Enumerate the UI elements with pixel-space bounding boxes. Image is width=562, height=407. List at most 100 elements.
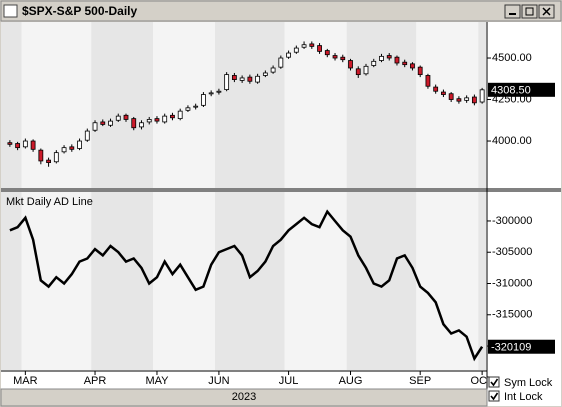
candle-body: [162, 115, 168, 123]
candle-body: [231, 75, 237, 81]
window-buttons[interactable]: [504, 4, 555, 19]
candle-body: [317, 45, 322, 52]
month-band: [21, 192, 92, 370]
candle-body: [139, 122, 144, 128]
checkbox-label: Sym Lock: [504, 377, 553, 389]
candle-body: [425, 75, 431, 87]
month-band: [215, 192, 285, 370]
candle-body: [193, 105, 199, 108]
candle-body: [255, 75, 261, 83]
candle-body: [386, 55, 392, 59]
candle-body: [69, 146, 75, 150]
candle-body: [154, 118, 160, 122]
month-band: [215, 22, 285, 188]
candle-body: [448, 93, 454, 100]
checkmark: [490, 378, 499, 387]
y-tick-label: -310000: [492, 277, 532, 289]
month-band: [478, 22, 486, 188]
last-value-box: [488, 82, 555, 97]
candle-body: [309, 43, 315, 47]
checkbox[interactable]: [488, 376, 500, 388]
month-band: [91, 192, 154, 370]
checkbox-label: Int Lock: [504, 391, 543, 403]
year-label: 2023: [232, 391, 256, 403]
candle-body: [262, 72, 268, 76]
candle-body: [123, 114, 129, 120]
candle-body: [293, 47, 299, 53]
y-tick-label: 4500.00: [492, 52, 532, 64]
month-band: [91, 22, 154, 188]
candle-body: [410, 63, 415, 69]
candle-body: [464, 97, 470, 101]
window-title: $SPX-S&P 500-Daily: [22, 4, 137, 18]
y-tick-label: -300000: [492, 215, 532, 227]
month-band: [346, 22, 417, 188]
candle-body: [108, 120, 113, 126]
candle-body: [270, 67, 276, 73]
candle-body: [433, 86, 439, 92]
candle-body: [77, 140, 82, 149]
candle-body: [371, 60, 377, 66]
candle-body: [46, 159, 51, 164]
candle-body: [394, 56, 400, 64]
candle-body: [348, 60, 353, 69]
y-tick-label: 4000.00: [492, 135, 532, 147]
candle-body: [216, 90, 222, 93]
candle-body: [379, 55, 384, 61]
maximize-icon: [525, 7, 534, 16]
candle-body: [286, 52, 291, 58]
candle-body: [7, 142, 13, 145]
candle-body: [278, 57, 284, 68]
window-icon: [3, 4, 18, 18]
candle-body: [239, 77, 245, 81]
candle-body: [201, 94, 206, 106]
y-tick-label: -305000: [492, 246, 532, 258]
candle-body: [402, 61, 408, 66]
y-tick-label: -315000: [492, 309, 532, 321]
x-tick-label: MAR: [13, 375, 38, 387]
candle-body: [170, 114, 175, 119]
candle-body: [84, 130, 90, 141]
candle-body: [53, 152, 59, 163]
candle-body: [417, 66, 423, 76]
candle-body: [247, 76, 253, 82]
panel-title: Mkt Daily AD Line: [6, 196, 93, 208]
x-tick-label: JUL: [279, 375, 299, 387]
minimize-button[interactable]: [504, 4, 521, 19]
candle-body: [115, 115, 121, 121]
month-band: [284, 192, 347, 370]
last-value-label: -320109: [491, 342, 531, 354]
month-band: [478, 192, 486, 370]
checkbox[interactable]: [488, 390, 500, 402]
candle-body: [224, 74, 230, 90]
candle-body: [30, 140, 36, 150]
maximize-button[interactable]: [521, 4, 538, 19]
candle-body: [61, 147, 67, 153]
month-band: [284, 22, 347, 188]
close-icon: [542, 7, 551, 16]
candle-body: [355, 68, 361, 76]
last-value-label: 4308.50: [491, 85, 531, 97]
candle-body: [332, 55, 338, 59]
x-tick-label: JUN: [208, 375, 229, 387]
candle-body: [340, 56, 346, 61]
x-tick-label: SEP: [409, 375, 431, 387]
ad-line: [9, 209, 484, 362]
candle-body: [324, 50, 330, 56]
candle-body: [208, 92, 214, 95]
candle-body: [363, 65, 369, 75]
month-band: [1, 192, 22, 370]
x-tick-label: APR: [84, 375, 107, 387]
last-value-box: [488, 339, 555, 354]
candle-body: [177, 110, 183, 120]
x-tick-label: MAY: [145, 375, 169, 387]
month-band: [416, 22, 479, 188]
candle-body: [456, 98, 462, 102]
month-band: [1, 22, 22, 188]
candle-body: [100, 121, 106, 125]
candle-body: [38, 149, 44, 162]
candle-body: [441, 91, 446, 95]
checkmark: [490, 392, 499, 401]
candle-body: [15, 143, 21, 149]
